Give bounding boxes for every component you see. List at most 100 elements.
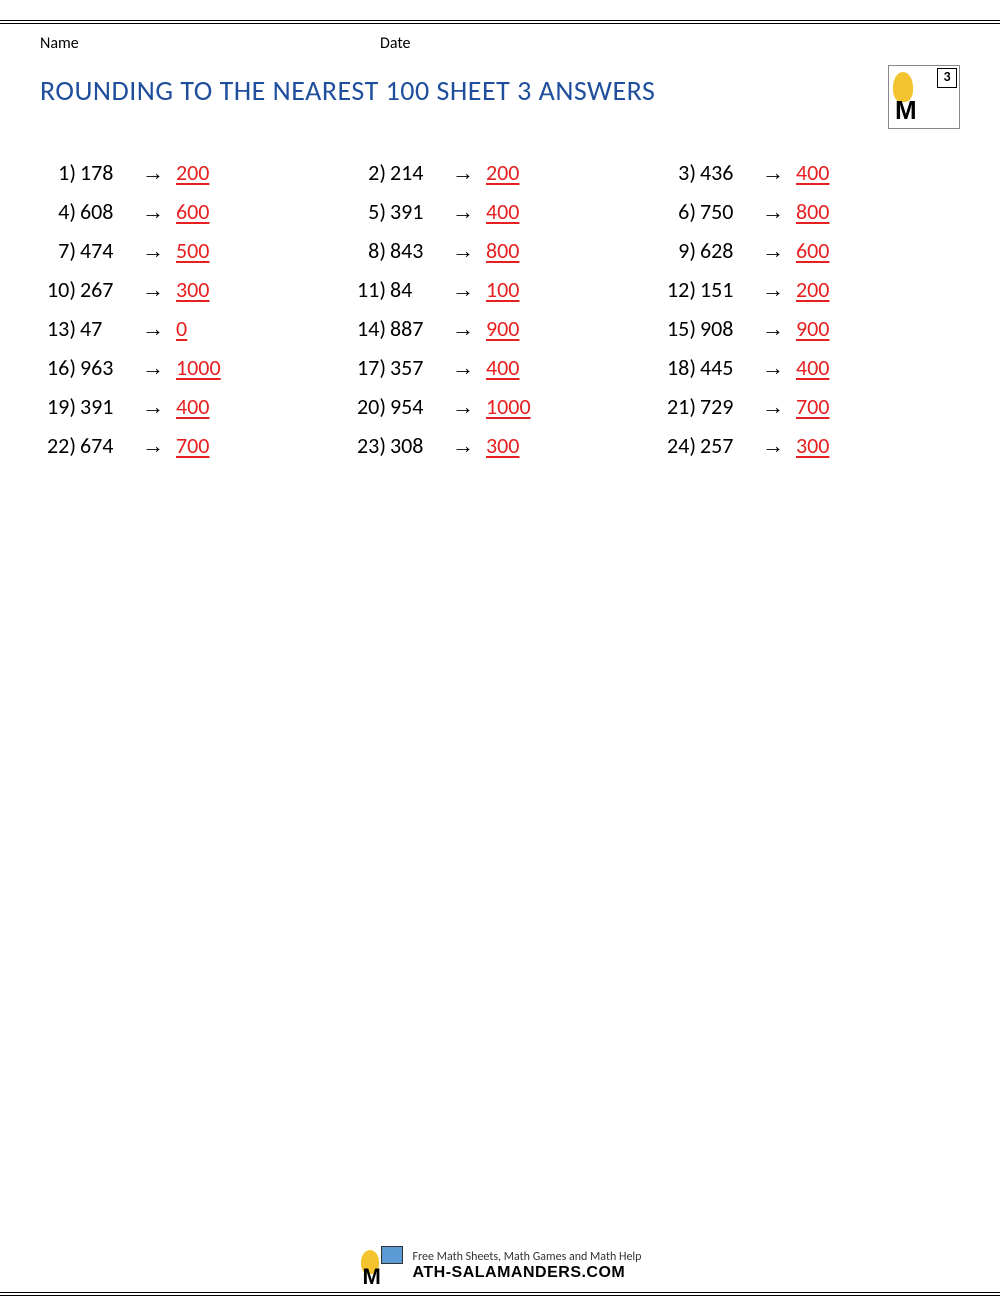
problem-item: 17) 357→400 xyxy=(350,354,650,381)
worksheet-page: Name Date ROUNDING TO THE NEAREST 100 SH… xyxy=(0,20,1000,1314)
problem-answer: 700 xyxy=(796,393,846,420)
problem-answer: 400 xyxy=(796,354,846,381)
problem-number: 3) xyxy=(660,159,700,186)
date-label: Date xyxy=(380,34,411,53)
problem-value: 257 xyxy=(700,432,750,459)
footer-site: ATH-SALAMANDERS.COM xyxy=(413,1264,642,1282)
logo-m-glyph: M xyxy=(895,95,915,126)
arrow-icon: → xyxy=(130,316,176,342)
problem-item: 13) 47→0 xyxy=(40,315,340,342)
problem-item: 8) 843→800 xyxy=(350,237,650,264)
arrow-icon: → xyxy=(130,277,176,303)
arrow-icon: → xyxy=(750,160,796,186)
problem-value: 391 xyxy=(390,198,440,225)
problem-item: 4) 608→600 xyxy=(40,198,340,225)
problem-number: 5) xyxy=(350,198,390,225)
grade-badge: 3 xyxy=(937,68,957,88)
problem-item: 11) 84→100 xyxy=(350,276,650,303)
arrow-icon: → xyxy=(750,316,796,342)
problem-item: 14) 887→900 xyxy=(350,315,650,342)
problem-number: 9) xyxy=(660,237,700,264)
page-title: ROUNDING TO THE NEAREST 100 SHEET 3 ANSW… xyxy=(40,65,655,108)
problem-answer: 700 xyxy=(176,432,226,459)
problem-item: 10) 267→300 xyxy=(40,276,340,303)
footer-content: M Free Math Sheets, Math Games and Math … xyxy=(0,1246,1000,1286)
arrow-icon: → xyxy=(130,433,176,459)
problem-answer: 600 xyxy=(796,237,846,264)
problem-answer: 1000 xyxy=(486,393,536,420)
problem-value: 729 xyxy=(700,393,750,420)
arrow-icon: → xyxy=(750,277,796,303)
problem-value: 750 xyxy=(700,198,750,225)
problem-number: 18) xyxy=(660,354,700,381)
problem-item: 1) 178→200 xyxy=(40,159,340,186)
problem-number: 15) xyxy=(660,315,700,342)
name-label: Name xyxy=(40,34,380,53)
problem-number: 22) xyxy=(40,432,80,459)
problem-number: 4) xyxy=(40,198,80,225)
problem-answer: 400 xyxy=(796,159,846,186)
arrow-icon: → xyxy=(130,355,176,381)
arrow-icon: → xyxy=(440,355,486,381)
problem-answer: 300 xyxy=(486,432,536,459)
problems-section: 1) 178→2002) 214→2003) 436→4004) 608→600… xyxy=(0,149,1000,459)
arrow-icon: → xyxy=(750,199,796,225)
problem-number: 20) xyxy=(350,393,390,420)
problem-value: 267 xyxy=(80,276,130,303)
problem-answer: 300 xyxy=(796,432,846,459)
arrow-icon: → xyxy=(750,433,796,459)
arrow-icon: → xyxy=(130,238,176,264)
problem-item: 20) 954→1000 xyxy=(350,393,650,420)
problem-value: 674 xyxy=(80,432,130,459)
problem-item: 16) 963→1000 xyxy=(40,354,340,381)
bottom-rule xyxy=(0,1292,1000,1296)
problem-number: 6) xyxy=(660,198,700,225)
problem-item: 6) 750→800 xyxy=(660,198,960,225)
problem-value: 908 xyxy=(700,315,750,342)
problem-value: 436 xyxy=(700,159,750,186)
problem-value: 963 xyxy=(80,354,130,381)
problem-item: 2) 214→200 xyxy=(350,159,650,186)
problem-answer: 200 xyxy=(176,159,226,186)
problem-item: 22) 674→700 xyxy=(40,432,340,459)
problem-answer: 300 xyxy=(176,276,226,303)
problem-answer: 600 xyxy=(176,198,226,225)
arrow-icon: → xyxy=(440,433,486,459)
problem-answer: 200 xyxy=(486,159,536,186)
arrow-icon: → xyxy=(440,316,486,342)
footer-sign-icon xyxy=(381,1246,403,1264)
problem-value: 843 xyxy=(390,237,440,264)
problem-answer: 800 xyxy=(486,237,536,264)
problem-answer: 0 xyxy=(176,315,226,342)
footer-tagline: Free Math Sheets, Math Games and Math He… xyxy=(413,1250,642,1264)
arrow-icon: → xyxy=(440,238,486,264)
problem-number: 21) xyxy=(660,393,700,420)
problem-item: 3) 436→400 xyxy=(660,159,960,186)
arrow-icon: → xyxy=(440,394,486,420)
problem-answer: 400 xyxy=(486,354,536,381)
arrow-icon: → xyxy=(440,277,486,303)
problem-value: 357 xyxy=(390,354,440,381)
problem-number: 14) xyxy=(350,315,390,342)
problem-number: 12) xyxy=(660,276,700,303)
problem-number: 16) xyxy=(40,354,80,381)
title-row: ROUNDING TO THE NEAREST 100 SHEET 3 ANSW… xyxy=(0,53,1000,149)
problem-number: 13) xyxy=(40,315,80,342)
problem-number: 24) xyxy=(660,432,700,459)
problem-item: 9) 628→600 xyxy=(660,237,960,264)
problem-value: 178 xyxy=(80,159,130,186)
problem-number: 1) xyxy=(40,159,80,186)
problem-value: 391 xyxy=(80,393,130,420)
arrow-icon: → xyxy=(750,238,796,264)
problem-value: 47 xyxy=(80,315,130,342)
arrow-icon: → xyxy=(750,394,796,420)
problem-value: 151 xyxy=(700,276,750,303)
problem-number: 11) xyxy=(350,276,390,303)
header-row: Name Date xyxy=(0,24,1000,53)
problem-answer: 500 xyxy=(176,237,226,264)
problem-item: 5) 391→400 xyxy=(350,198,650,225)
problem-value: 84 xyxy=(390,276,440,303)
arrow-icon: → xyxy=(130,160,176,186)
arrow-icon: → xyxy=(440,160,486,186)
problem-number: 10) xyxy=(40,276,80,303)
